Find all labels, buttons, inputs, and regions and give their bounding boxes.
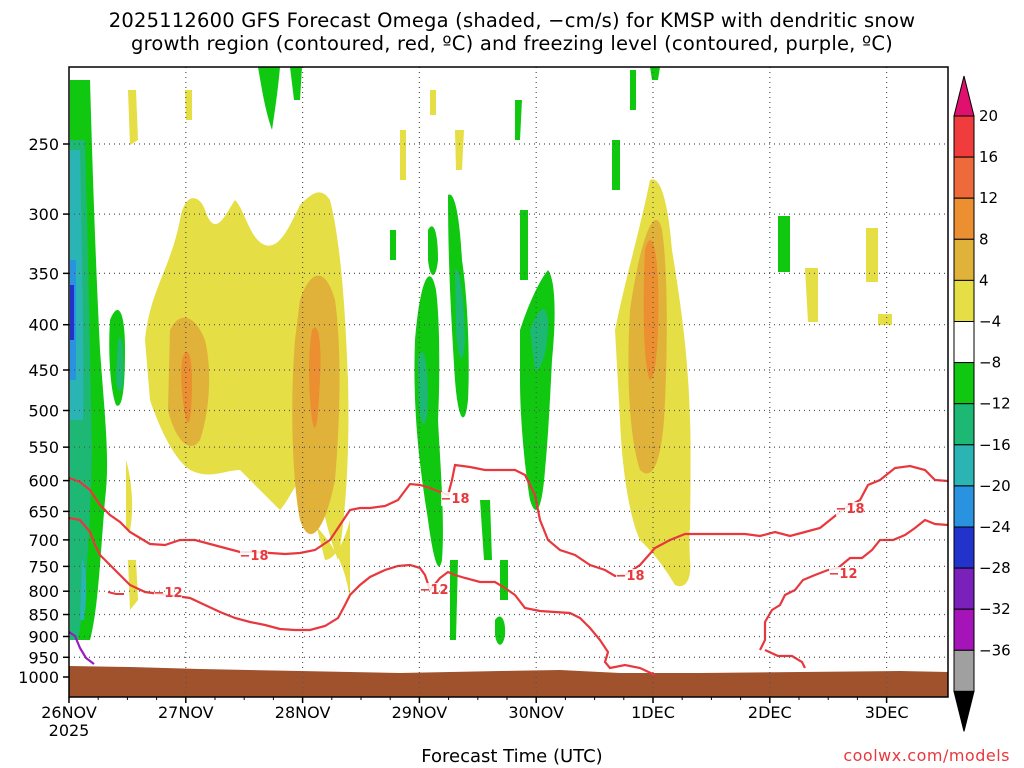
x-tick-label: 1DEC	[631, 703, 675, 722]
contour-label-bg	[441, 492, 469, 506]
x-tick-label: 28NOV	[275, 703, 331, 722]
colorbar-swatch	[953, 608, 975, 651]
y-tick-label: 550	[28, 438, 59, 457]
colorbar-swatch	[953, 362, 975, 405]
y-tick-label: 350	[28, 264, 59, 283]
y-tick-label: 300	[28, 205, 59, 224]
colorbar-label: −12	[979, 395, 1011, 413]
colorbar-bottom-arrow	[953, 690, 975, 732]
x-tick-label: 2DEC	[748, 703, 792, 722]
colorbar-label: −8	[979, 354, 1001, 372]
contour-label: −12	[829, 567, 858, 582]
contour-label: −12	[420, 583, 449, 598]
colorbar-label: −32	[979, 600, 1011, 618]
y-tick-label: 750	[28, 557, 59, 576]
x-tick-label: 26NOV	[41, 703, 97, 722]
colorbar-swatch	[953, 321, 975, 364]
colorbar-label: 12	[979, 189, 998, 207]
colorbar-swatch	[953, 115, 975, 158]
contour-label: −18	[616, 569, 645, 584]
colorbar-label: −20	[979, 477, 1011, 495]
contour-label: −18	[240, 549, 269, 564]
y-tick-label: 850	[28, 606, 59, 625]
freezing-level-contour	[69, 631, 95, 665]
contour-label: −18	[441, 492, 470, 507]
y-tick-label: 450	[28, 361, 59, 380]
x-axis-title: Forecast Time (UTC)	[421, 746, 603, 767]
colorbar-swatch	[953, 444, 975, 487]
x-tick-label: 3DEC	[865, 703, 909, 722]
contour-label-bg	[836, 502, 864, 516]
colorbar-label: −24	[979, 518, 1011, 536]
contour-label-bg	[154, 586, 182, 600]
grid-lines	[69, 67, 948, 697]
contour-labels: −18 −18 −18 −18 −12 −12 −12	[154, 492, 865, 601]
chart-title-line1: 2025112600 GFS Forecast Omega (shaded, −…	[108, 9, 916, 32]
contour-label-bg	[420, 583, 448, 597]
dgz-temperature-contours	[69, 463, 948, 676]
shaded-omega-field	[69, 67, 948, 697]
y-tick-label: 700	[28, 531, 59, 550]
dgz-small-contour	[107, 591, 124, 595]
contour-label-bg	[829, 567, 857, 581]
omega-band-12-16	[181, 240, 659, 428]
colorbar-label: −36	[979, 641, 1011, 659]
colorbar-label: 8	[979, 230, 989, 248]
y-tick-label: 650	[28, 502, 59, 521]
y-tick-label: 500	[28, 402, 59, 421]
colorbar-label: 16	[979, 148, 998, 166]
colorbar-swatch	[953, 403, 975, 446]
colorbar-top-arrow	[953, 75, 975, 117]
contour-label-bg	[240, 549, 268, 563]
colorbar-label: 4	[979, 271, 989, 289]
contour-label: −18	[836, 502, 865, 517]
x-tick-label: 29NOV	[392, 703, 448, 722]
chart-title-line2: growth region (contoured, red, ºC) and f…	[131, 32, 893, 55]
colorbar-swatch	[953, 485, 975, 528]
x-tick-label: 30NOV	[508, 703, 564, 722]
colorbar-swatch	[953, 526, 975, 569]
ground-mask	[69, 666, 948, 697]
colorbar-swatch	[953, 279, 975, 322]
colorbar-swatch	[953, 156, 975, 199]
colorbar-label: −16	[979, 436, 1011, 454]
y-axis: 250 300 350 400 450 500 550 600 650 700 750 800 850 9…	[18, 135, 69, 687]
y-tick-label: 1000	[18, 668, 59, 687]
colorbar-swatch	[953, 649, 975, 692]
y-tick-label: 900	[28, 627, 59, 646]
contour-label: −12	[154, 586, 183, 601]
colorbar-swatch	[953, 197, 975, 240]
y-tick-label: 250	[28, 135, 59, 154]
colorbar-label: 20	[979, 107, 998, 125]
y-tick-label: 950	[28, 648, 59, 667]
x-tick-label: 27NOV	[158, 703, 214, 722]
plot-frame	[68, 66, 949, 698]
credit-link[interactable]: coolwx.com/models	[843, 746, 1010, 765]
contour-label-bg	[616, 569, 644, 583]
omega-band-neg20-neg24	[70, 285, 74, 340]
y-tick-label: 800	[28, 582, 59, 601]
colorbar-swatch	[953, 567, 975, 610]
colorbar: 20 16 12 8 4 −4 −8 −12 −16 −20 −24 −28 −32 −36	[953, 75, 1011, 732]
y-tick-label: 600	[28, 472, 59, 491]
colorbar-swatch	[953, 238, 975, 281]
colorbar-label: −4	[979, 313, 1001, 331]
x-tick-label: 2025	[49, 721, 90, 740]
y-tick-label: 400	[28, 316, 59, 335]
colorbar-label: −28	[979, 559, 1011, 577]
